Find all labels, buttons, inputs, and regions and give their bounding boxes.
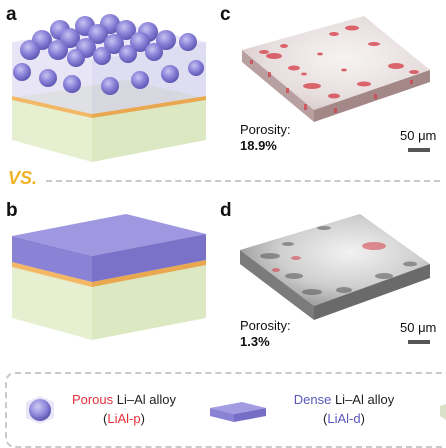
- pore-spheres: [13, 14, 204, 95]
- panel-label-c: c: [220, 4, 231, 25]
- porosity-value: 18.9%: [240, 138, 277, 153]
- dense-alloy-abbr: (LiAl-d): [323, 411, 365, 426]
- dense-alloy-legend-text: Dense Li–Al alloy (LiAl-d): [282, 390, 406, 428]
- porosity-label: Porosity:: [240, 122, 291, 137]
- porous-alloy-abbr: (LiAl-p): [103, 411, 145, 426]
- cropped-legend-icon: [440, 404, 446, 420]
- dense-rest: Li–Al alloy: [331, 392, 395, 407]
- versus-label: VS.: [8, 168, 38, 188]
- porosity-readout-c: Porosity: 18.9%: [240, 122, 291, 154]
- panel-label-b: b: [6, 200, 18, 221]
- porous-alloy-legend-icon: [26, 396, 54, 424]
- dense-abbr: LiAl-d: [327, 411, 361, 426]
- dense-tomography-image: [240, 214, 430, 320]
- scale-bar-label-d: 50 μm: [400, 320, 437, 335]
- versus-divider: [46, 180, 440, 182]
- porous-tomography-image: [242, 16, 430, 122]
- dense-alloy-name: Dense Li–Al alloy: [282, 390, 406, 409]
- scale-bar-d: [408, 340, 430, 344]
- porous-alloy-schematic: [12, 14, 206, 162]
- porous-word: Porous: [71, 392, 114, 407]
- porous-rest: Li–Al alloy: [113, 392, 177, 407]
- porous-abbr: LiAl-p: [107, 411, 141, 426]
- panel-label-a: a: [6, 4, 17, 25]
- scale-bar-label-c: 50 μm: [400, 128, 437, 143]
- porous-alloy-name: Porous Li–Al alloy: [68, 390, 180, 409]
- panel-label-d: d: [220, 200, 232, 221]
- porosity-label: Porosity:: [240, 318, 291, 333]
- porosity-readout-d: Porosity: 1.3%: [240, 318, 291, 350]
- porosity-value: 1.3%: [240, 334, 270, 349]
- scale-bar-c: [408, 148, 430, 152]
- dense-alloy-legend-icon: [210, 402, 266, 422]
- dense-word: Dense: [293, 392, 332, 407]
- porous-alloy-legend-text: Porous Li–Al alloy (LiAl-p): [68, 390, 180, 428]
- dense-alloy-schematic: [12, 214, 206, 340]
